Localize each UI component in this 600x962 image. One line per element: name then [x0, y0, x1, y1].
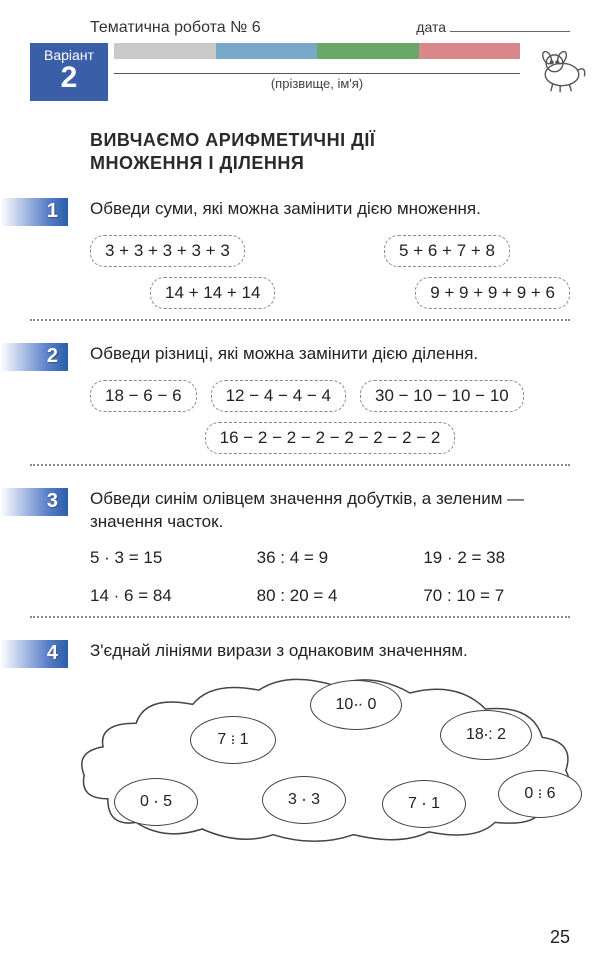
- expression-bubble[interactable]: 5 + 6 + 7 + 8: [384, 235, 510, 267]
- bar-seg: [114, 43, 216, 59]
- expression-bubble[interactable]: 18 − 6 − 6: [90, 380, 197, 412]
- mascot-icon: [534, 39, 590, 95]
- task-number-badge: 4: [0, 640, 68, 668]
- date-label: дата: [416, 19, 446, 35]
- expression-bubble[interactable]: 3 + 3 + 3 + 3 + 3: [90, 235, 245, 267]
- divider-dots: [30, 616, 570, 618]
- divider-dots: [30, 319, 570, 321]
- name-blank[interactable]: [114, 73, 520, 74]
- bubble-row: 18 − 6 − 6 12 − 4 − 4 − 4 30 − 10 − 10 −…: [90, 380, 570, 412]
- equation[interactable]: 19 · 2 = 38: [423, 548, 570, 568]
- divider-dots: [30, 464, 570, 466]
- expression-bubble[interactable]: 14 + 14 + 14: [150, 277, 275, 309]
- worksheet-header: Тематична робота № 6 дата: [30, 18, 570, 37]
- expression-bubble[interactable]: 12 − 4 − 4 − 4: [211, 380, 346, 412]
- worksheet-title: Тематична робота № 6: [90, 19, 261, 37]
- expression-bubble[interactable]: 16 − 2 − 2 − 2 − 2 − 2 − 2 − 2: [205, 422, 456, 454]
- task-text: Обведи різниці, які можна замінити дією …: [90, 343, 570, 366]
- cloud-area: 10 · 07 : 118 : 20 · 53 · 37 · 10 : 6: [70, 676, 580, 856]
- task-text: Обведи синім олівцем значення добутків, …: [90, 488, 570, 534]
- bubble-row: 16 − 2 − 2 − 2 − 2 − 2 − 2 − 2: [90, 422, 570, 454]
- bar-seg: [419, 43, 521, 59]
- task-3: 3 Обведи синім олівцем значення добутків…: [30, 488, 570, 618]
- task-number-badge: 2: [0, 343, 68, 371]
- task-text: Обведи суми, які можна замінити дією мно…: [90, 198, 570, 221]
- expression-bubble[interactable]: 9 + 9 + 9 + 9 + 6: [415, 277, 570, 309]
- equation[interactable]: 14 · 6 = 84: [90, 586, 237, 606]
- task-number-badge: 3: [0, 488, 68, 516]
- task-number-badge: 1: [0, 198, 68, 226]
- task-1: 1 Обведи суми, які можна замінити дією м…: [30, 198, 570, 321]
- equation[interactable]: 5 · 3 = 15: [90, 548, 237, 568]
- task-2: 2 Обведи різниці, які можна замінити діє…: [30, 343, 570, 466]
- name-caption: (прізвище, ім'я): [114, 76, 520, 91]
- variant-number: 2: [30, 63, 108, 93]
- page-number: 25: [550, 927, 570, 948]
- bubble-row: 14 + 14 + 14 9 + 9 + 9 + 9 + 6: [150, 277, 570, 309]
- equation-grid: 5 · 3 = 15 36 : 4 = 9 19 · 2 = 38 14 · 6…: [90, 548, 570, 606]
- equation[interactable]: 70 : 10 = 7: [423, 586, 570, 606]
- date-blank[interactable]: [450, 18, 570, 32]
- expression-bubble[interactable]: 30 − 10 − 10 − 10: [360, 380, 524, 412]
- equation[interactable]: 36 : 4 = 9: [257, 548, 404, 568]
- variant-row: Варіант 2 (прізвище, ім'я): [30, 43, 570, 101]
- bar-seg: [216, 43, 318, 59]
- task-text: З'єднай лініями вирази з однаковим значе…: [90, 640, 570, 663]
- color-bar: (прізвище, ім'я): [114, 43, 520, 101]
- variant-badge: Варіант 2: [30, 43, 108, 101]
- equation[interactable]: 80 : 20 = 4: [257, 586, 404, 606]
- bubble-row: 3 + 3 + 3 + 3 + 3 5 + 6 + 7 + 8: [90, 235, 570, 267]
- main-title: ВИВЧАЄМО АРИФМЕТИЧНІ ДІЇ МНОЖЕННЯ І ДІЛЕ…: [90, 129, 570, 176]
- task-4: 4 З'єднай лініями вирази з однаковим зна…: [30, 640, 570, 857]
- bar-seg: [317, 43, 419, 59]
